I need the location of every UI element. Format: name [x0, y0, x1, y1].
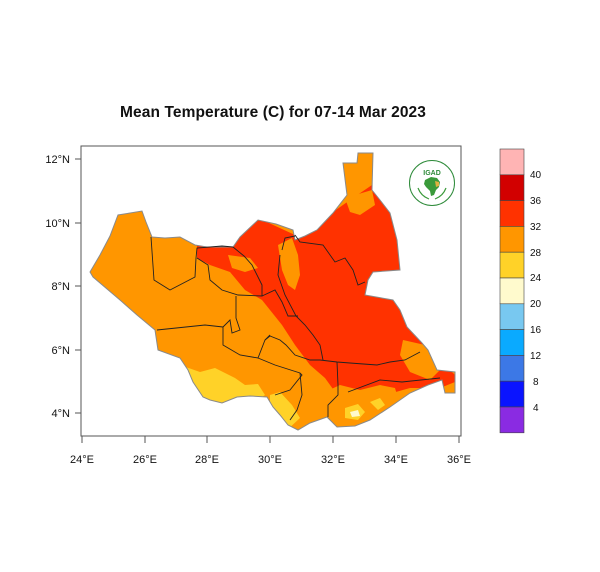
x-axis-ticks — [81, 436, 460, 443]
colorbar-label: 20 — [530, 299, 542, 310]
y-tick-label: 4°N — [52, 408, 71, 420]
state-boundaries — [150, 234, 441, 421]
x-tick-label: 36°E — [447, 454, 471, 466]
x-tick-label: 30°E — [258, 454, 282, 466]
igad-logo-text: IGAD — [423, 170, 441, 177]
x-tick-label: 26°E — [133, 454, 157, 466]
y-tick-label: 8°N — [52, 281, 71, 293]
colorbar-label: 36 — [530, 196, 542, 207]
colorbar-label: 28 — [530, 248, 542, 259]
x-tick-label: 34°E — [384, 454, 408, 466]
colorbar-label: 32 — [530, 222, 542, 233]
colorbar-label: 24 — [530, 273, 542, 284]
colorbar-label: 8 — [533, 377, 539, 388]
igad-logo: IGAD — [409, 160, 455, 206]
x-tick-label: 24°E — [70, 454, 94, 466]
y-axis-ticks — [75, 158, 81, 414]
x-tick-label: 28°E — [195, 454, 219, 466]
y-tick-label: 6°N — [52, 345, 71, 357]
chart-title: Mean Temperature (C) for 07-14 Mar 2023 — [120, 104, 426, 121]
colorbar-label: 12 — [530, 351, 542, 362]
colorbar — [499, 148, 525, 434]
colorbar-label: 40 — [530, 170, 542, 181]
colorbar-label: 4 — [533, 403, 539, 414]
y-tick-label: 12°N — [45, 154, 70, 166]
colorbar-label: 16 — [530, 325, 542, 336]
y-tick-label: 10°N — [45, 218, 70, 230]
africa-map-icon — [416, 176, 447, 200]
x-tick-label: 32°E — [321, 454, 345, 466]
